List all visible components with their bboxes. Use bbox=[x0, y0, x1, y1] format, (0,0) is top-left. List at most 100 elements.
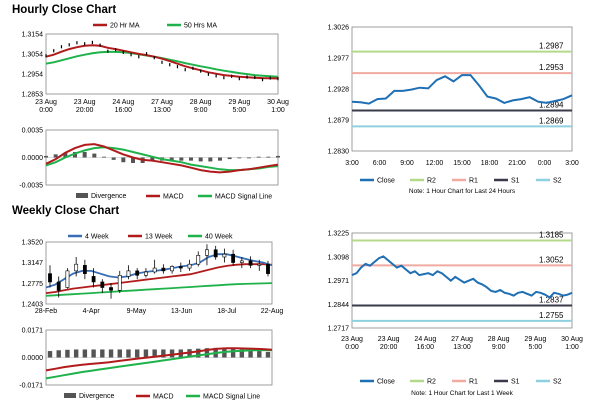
weekly-macd-legend-swatch bbox=[64, 393, 76, 398]
hourly-24h-x-tick-label: 6:00 bbox=[373, 160, 387, 167]
hourly-macd-legend-label: MACD bbox=[163, 194, 184, 201]
weekly-price-candle-body bbox=[239, 260, 244, 263]
hourly-24h-level-s2-label: 1.2869 bbox=[539, 116, 564, 125]
hourly-macd-divergence-bar bbox=[247, 157, 251, 159]
weekly-price-y-tick-label: 1.3520 bbox=[22, 240, 44, 247]
hourly-macd-y-tick-label: 0.0000 bbox=[22, 155, 44, 162]
hourly-price-legend-label: 20 Hr MA bbox=[110, 23, 140, 30]
weekly-price-candle-body bbox=[257, 263, 262, 266]
weekly-macd-y-tick-label: -0.0171 bbox=[19, 383, 43, 390]
weekly-hourly-legend-label: R1 bbox=[469, 379, 478, 386]
weekly-macd-legend-label: MACD Signal Line bbox=[203, 394, 260, 401]
hourly-macd-legend-swatch bbox=[76, 193, 88, 198]
weekly-price-candle-body bbox=[196, 255, 201, 265]
weekly-price-candle-body bbox=[74, 263, 79, 272]
weekly-hourly-legend-label: R2 bbox=[427, 379, 436, 386]
weekly-macd-divergence-bar bbox=[100, 349, 105, 358]
weekly-price-x-tick-label: 18-Jul bbox=[217, 308, 237, 315]
weekly-hourly-x-tick-label: 29 Aug 5:00 bbox=[524, 336, 546, 351]
hourly-price-frame bbox=[45, 33, 279, 95]
weekly-macd-divergence-bar bbox=[108, 349, 114, 358]
weekly-price-candle-body bbox=[65, 270, 70, 288]
weekly-macd-divergence-bar bbox=[91, 349, 96, 358]
weekly-hourly-y-tick-label: 1.3098 bbox=[328, 254, 350, 261]
hourly-24h-y-tick-label: 1.2879 bbox=[328, 118, 350, 125]
weekly-macd-legend-label: MACD bbox=[153, 394, 174, 401]
weekly-macd-divergence-bar bbox=[135, 349, 140, 358]
weekly-price-candle-body bbox=[126, 270, 131, 277]
hourly-price-y-tick-label: 1.3054 bbox=[22, 51, 44, 58]
hourly-price-x-tick-label: 30 Aug 1:00 bbox=[267, 99, 289, 114]
hourly-24h-legend-label: R2 bbox=[427, 178, 436, 185]
weekly-macd-divergence-bar bbox=[47, 351, 53, 358]
weekly-hourly-close-line bbox=[351, 255, 573, 299]
weekly-price-legend-label: 40 Week bbox=[205, 234, 233, 241]
hourly-price-x-tick-label: 23 Aug 0:00 bbox=[35, 99, 57, 114]
weekly-macd-divergence-bar bbox=[169, 349, 175, 358]
weekly-price-4w-line bbox=[45, 253, 273, 289]
hourly-macd-divergence-bar bbox=[208, 157, 213, 162]
weekly-price-legend-label: 4 Week bbox=[85, 234, 109, 241]
hourly-macd-divergence-bar bbox=[218, 157, 222, 161]
hourly-24h-y-tick-label: 1.2977 bbox=[328, 56, 350, 63]
weekly-price-y-tick-label: 1.2775 bbox=[22, 281, 44, 288]
weekly-price-y-tick-label: 1.3147 bbox=[22, 260, 44, 267]
hourly-24h-note: Note: 1 Hour Chart for Last 24 Hours bbox=[409, 188, 516, 195]
weekly-hourly-level-r2-label: 1.3185 bbox=[539, 230, 564, 239]
weekly-price-x-tick-label: 4-Apr bbox=[83, 308, 101, 315]
weekly-hourly-x-tick-label: 23 Aug 0:00 bbox=[341, 336, 363, 351]
hourly-24h-x-tick-label: 12:00 bbox=[426, 160, 444, 167]
weekly-macd-divergence-bar bbox=[56, 350, 61, 358]
weekly-price-candle-body bbox=[56, 281, 61, 291]
hourly-24h-y-tick-label: 1.2830 bbox=[328, 149, 350, 156]
hourly-macd-divergence-bar bbox=[111, 157, 116, 160]
weekly-macd-signal-line bbox=[45, 349, 272, 380]
weekly-macd-divergence-bar bbox=[239, 349, 245, 358]
weekly-macd-divergence-bar bbox=[257, 351, 262, 358]
hourly-24h-level-r2-label: 1.2987 bbox=[539, 42, 564, 51]
hourly-macd-divergence-bar bbox=[44, 155, 48, 158]
weekly-hourly-level-r1-label: 1.3052 bbox=[539, 255, 564, 264]
hourly-price-y-tick-label: 1.3154 bbox=[22, 32, 44, 39]
weekly-hourly-y-tick-label: 1.2971 bbox=[328, 278, 350, 285]
hourly-macd-legend-label: MACD Signal Line bbox=[215, 194, 272, 201]
weekly-hourly-legend-label: S1 bbox=[511, 379, 520, 386]
hourly-macd-divergence-bar bbox=[169, 157, 174, 161]
weekly-macd-divergence-bar bbox=[82, 349, 88, 358]
weekly-macd-divergence-bar bbox=[143, 349, 149, 358]
weekly-price-x-tick-label: 22-Aug bbox=[261, 308, 284, 315]
weekly-macd-divergence-bar bbox=[204, 348, 210, 358]
hourly-price-ma50-line bbox=[45, 50, 279, 78]
weekly-price-40w-line bbox=[45, 282, 273, 297]
hourly-24h-legend-label: R1 bbox=[469, 178, 478, 185]
weekly-hourly-frame bbox=[351, 232, 573, 329]
hourly-24h-level-r1-label: 1.2953 bbox=[539, 63, 564, 72]
weekly-price-candle-body bbox=[187, 263, 192, 269]
weekly-price-candle-body bbox=[109, 287, 113, 291]
weekly-price-13w-line bbox=[45, 263, 273, 294]
weekly-hourly-x-tick-label: 24 Aug 16:00 bbox=[414, 336, 436, 351]
weekly-macd-divergence-bar bbox=[152, 349, 157, 358]
weekly-macd-y-tick-label: 0.0000 bbox=[22, 355, 44, 362]
hourly-macd-y-tick-label: 0.0035 bbox=[22, 128, 44, 135]
hourly-macd-divergence-bar bbox=[227, 157, 232, 160]
hourly-macd-divergence-bar bbox=[256, 156, 261, 158]
hourly-macd-divergence-bar bbox=[102, 156, 106, 158]
hourly-macd-divergence-bar bbox=[92, 153, 97, 158]
weekly-hourly-legend-label: S2 bbox=[553, 379, 562, 386]
hourly-24h-x-tick-label: 0:00 bbox=[538, 160, 552, 167]
weekly-price-candle-body bbox=[178, 266, 183, 269]
weekly-macd-divergence-bar bbox=[196, 348, 201, 358]
weekly-hourly-y-tick-label: 1.2717 bbox=[328, 326, 350, 333]
weekly-price-candle-body bbox=[91, 276, 96, 283]
weekly-price-candle-body bbox=[48, 273, 52, 283]
weekly-price-candle-body bbox=[213, 249, 218, 258]
weekly-hourly-x-tick-label: 27 Aug 13:00 bbox=[451, 336, 473, 351]
weekly-hourly-legend-label: Close bbox=[377, 379, 395, 386]
weekly-macd-divergence-bar bbox=[161, 349, 166, 358]
weekly-macd-divergence-bar bbox=[117, 349, 122, 358]
hourly-price-x-tick-label: 27 Aug 13:00 bbox=[151, 99, 173, 114]
weekly-hourly-x-tick-label: 23 Aug 20:00 bbox=[378, 336, 400, 351]
weekly-price-x-tick-label: 9-May bbox=[127, 308, 147, 315]
weekly-hourly-level-s1-label: 1.2837 bbox=[539, 296, 564, 305]
